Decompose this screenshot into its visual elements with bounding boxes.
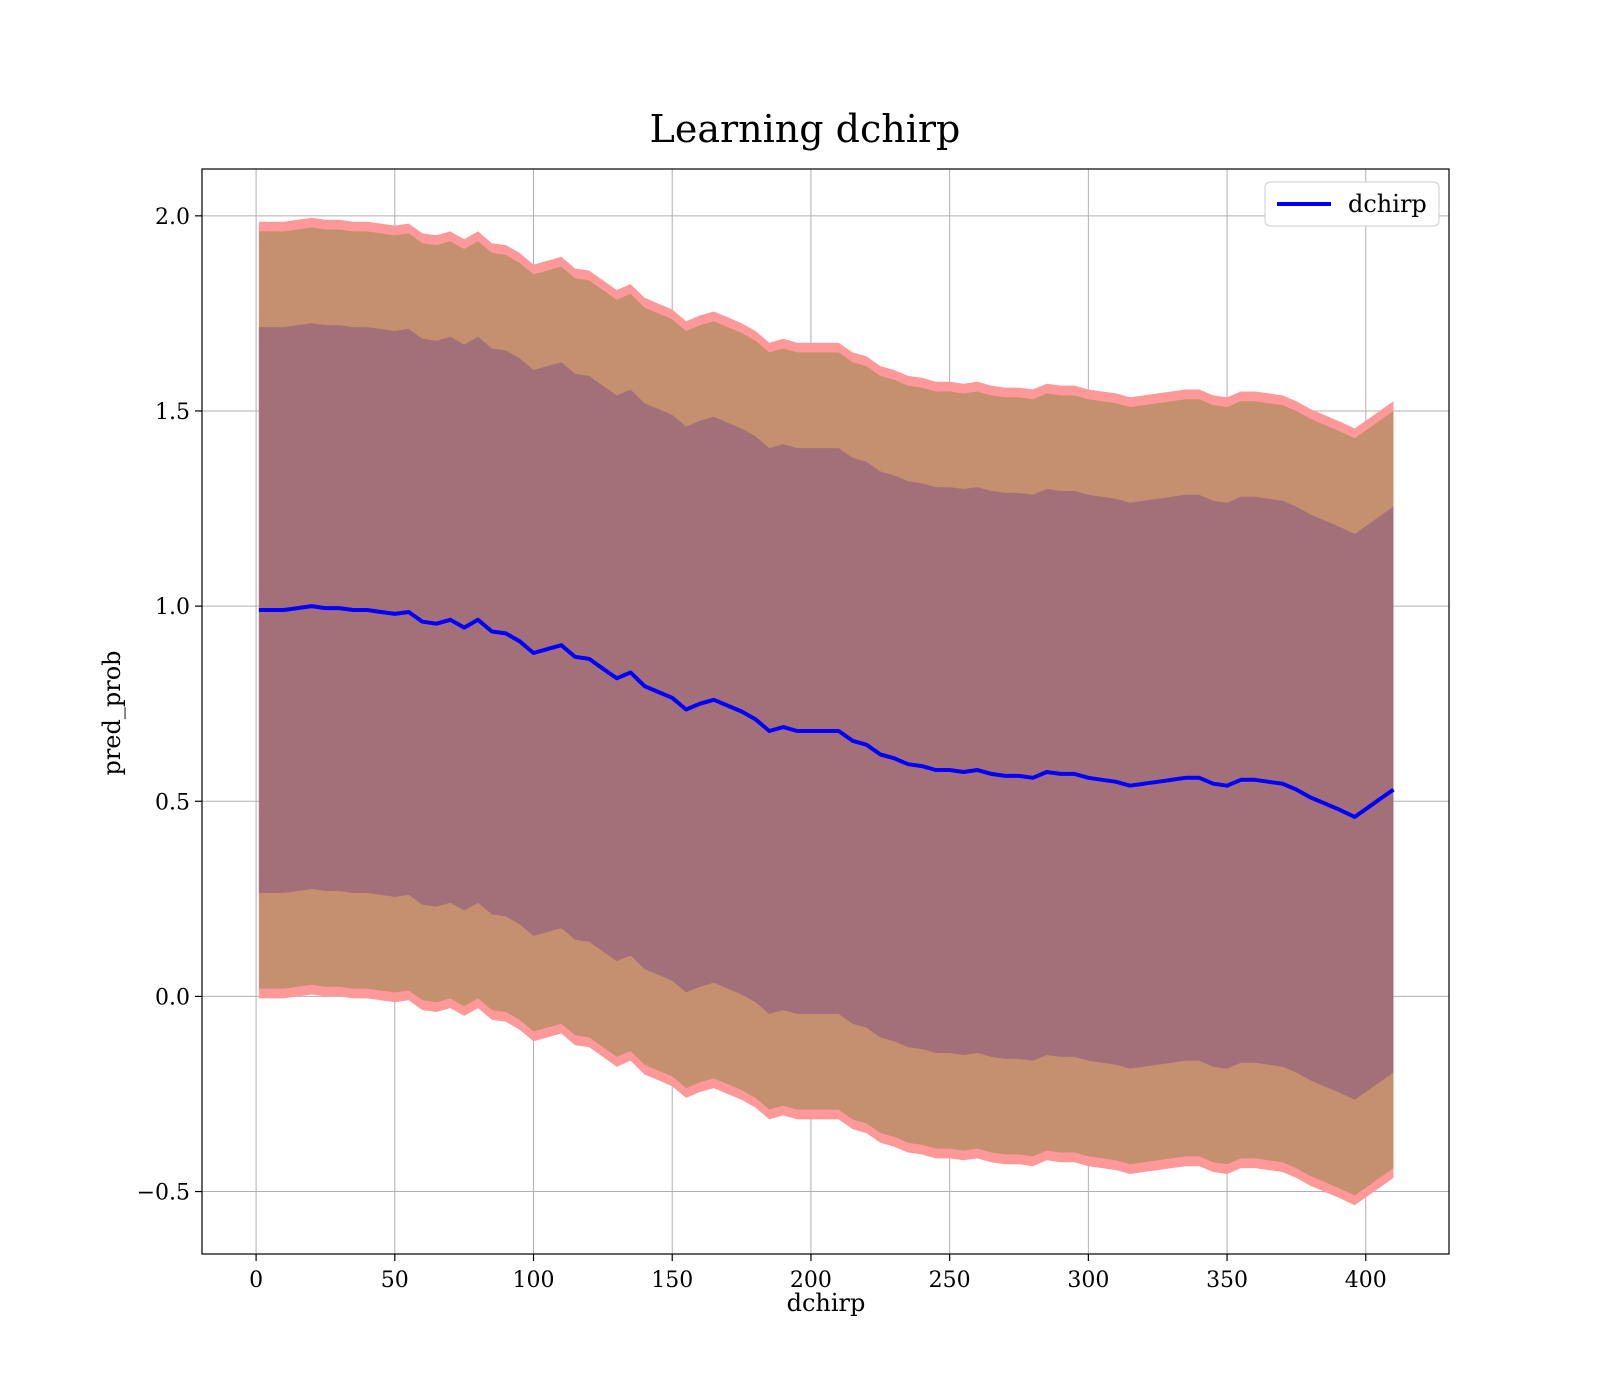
x-tick-label: 300 bbox=[1067, 1268, 1109, 1293]
x-tick-label: 0 bbox=[249, 1268, 263, 1293]
axis-ticks: 0 50 100 150 200 250 300 350 400 −0.5 0.0 0.5 1.0 1.5… bbox=[137, 205, 1387, 1293]
y-tick-label: 1.0 bbox=[155, 595, 190, 620]
series-layer bbox=[258, 604, 1395, 819]
legend: dchirp bbox=[1264, 181, 1440, 227]
legend-box bbox=[1264, 181, 1440, 227]
legend-label-dchirp: dchirp bbox=[1348, 190, 1427, 218]
y-tick-label: 0.0 bbox=[155, 985, 190, 1010]
x-tick-label: 150 bbox=[651, 1268, 693, 1293]
series-line-dchirp bbox=[258, 604, 1395, 819]
band-inner bbox=[258, 323, 1394, 1100]
x-tick-label: 200 bbox=[790, 1268, 832, 1293]
x-axis-label: dchirp bbox=[787, 1289, 866, 1317]
y-tick-label: 0.5 bbox=[155, 790, 190, 815]
x-tick-label: 100 bbox=[513, 1268, 555, 1293]
plot-area-frame bbox=[201, 168, 1450, 1255]
uncertainty-bands bbox=[258, 217, 1394, 1206]
y-tick-label: 1.5 bbox=[155, 400, 190, 425]
y-axis-label: pred_prob bbox=[98, 650, 126, 775]
chart-title: Learning dchirp bbox=[650, 107, 961, 151]
x-tick-label: 250 bbox=[929, 1268, 971, 1293]
x-tick-label: 350 bbox=[1206, 1268, 1248, 1293]
x-tick-label: 50 bbox=[381, 1268, 409, 1293]
x-tick-label: 400 bbox=[1345, 1268, 1387, 1293]
y-tick-label: 2.0 bbox=[155, 205, 190, 230]
y-tick-label: −0.5 bbox=[137, 1181, 190, 1206]
